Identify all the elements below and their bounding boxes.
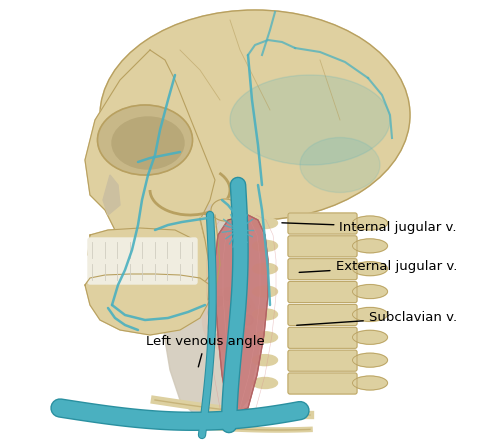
Ellipse shape	[203, 288, 257, 352]
Polygon shape	[160, 200, 268, 420]
Ellipse shape	[353, 239, 387, 253]
Polygon shape	[85, 50, 215, 310]
Ellipse shape	[353, 353, 387, 367]
Circle shape	[233, 338, 243, 348]
Circle shape	[233, 292, 243, 302]
Text: External jugular v.: External jugular v.	[299, 260, 457, 273]
Circle shape	[222, 290, 233, 300]
Ellipse shape	[300, 138, 380, 193]
Polygon shape	[215, 215, 268, 412]
Ellipse shape	[211, 199, 239, 221]
Ellipse shape	[112, 117, 184, 169]
Ellipse shape	[252, 332, 278, 343]
Polygon shape	[85, 274, 210, 335]
Ellipse shape	[252, 240, 278, 251]
Ellipse shape	[252, 286, 278, 297]
Circle shape	[208, 322, 218, 332]
FancyBboxPatch shape	[288, 350, 357, 371]
Ellipse shape	[353, 376, 387, 390]
FancyBboxPatch shape	[288, 213, 357, 234]
Ellipse shape	[230, 75, 390, 165]
FancyBboxPatch shape	[288, 281, 357, 303]
Circle shape	[213, 296, 223, 306]
FancyBboxPatch shape	[288, 259, 357, 280]
Circle shape	[208, 308, 218, 318]
Polygon shape	[88, 228, 195, 272]
Circle shape	[240, 329, 250, 339]
Circle shape	[222, 340, 233, 350]
FancyBboxPatch shape	[288, 304, 357, 325]
FancyBboxPatch shape	[288, 236, 357, 257]
Ellipse shape	[97, 105, 193, 175]
Ellipse shape	[252, 263, 278, 274]
Ellipse shape	[353, 262, 387, 276]
Ellipse shape	[353, 307, 387, 321]
Ellipse shape	[353, 284, 387, 299]
Circle shape	[243, 315, 253, 325]
Circle shape	[243, 315, 253, 325]
Ellipse shape	[252, 377, 278, 389]
Polygon shape	[200, 215, 220, 300]
Ellipse shape	[252, 309, 278, 320]
Text: Left venous angle: Left venous angle	[146, 335, 264, 367]
FancyBboxPatch shape	[88, 260, 197, 284]
Text: Subclavian v.: Subclavian v.	[297, 311, 457, 325]
Ellipse shape	[353, 216, 387, 230]
FancyBboxPatch shape	[88, 238, 197, 262]
Polygon shape	[103, 175, 120, 215]
Text: Internal jugular v.: Internal jugular v.	[282, 220, 457, 234]
Ellipse shape	[100, 10, 410, 220]
Ellipse shape	[252, 355, 278, 366]
Circle shape	[240, 302, 250, 311]
Ellipse shape	[252, 217, 278, 228]
FancyBboxPatch shape	[288, 373, 357, 394]
FancyBboxPatch shape	[288, 327, 357, 348]
Circle shape	[213, 334, 223, 344]
Ellipse shape	[353, 330, 387, 344]
